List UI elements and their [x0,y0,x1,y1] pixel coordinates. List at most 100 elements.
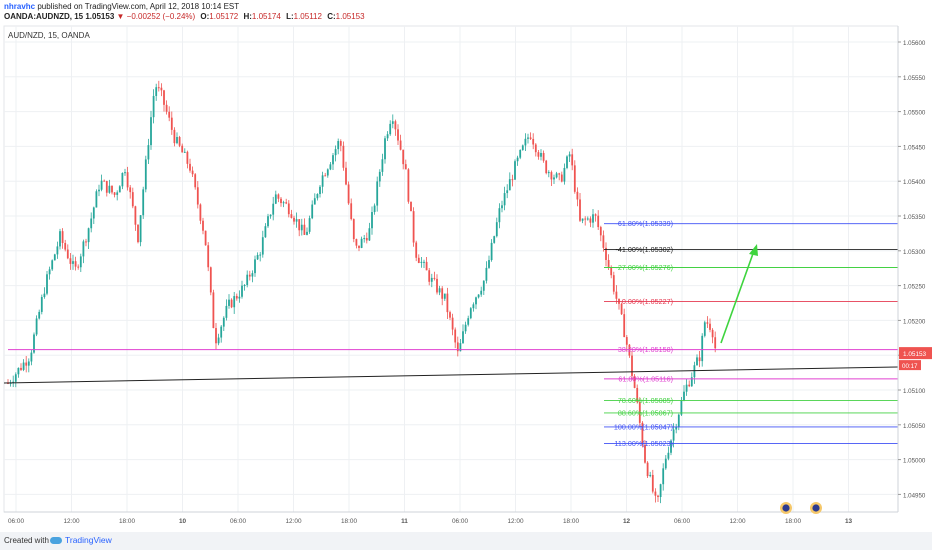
candle-body [636,387,639,402]
candle-body [560,174,563,182]
candle-body [251,273,254,277]
projection-arrow[interactable] [720,244,758,344]
candle-body [290,214,293,218]
candle-body [61,231,64,243]
candle-body [672,429,675,441]
event-flag-center [812,504,820,512]
candle-body [462,331,464,344]
candle-body [295,219,298,222]
price-tick-label: 1.05450 [903,144,926,151]
open-value: 1.05172 [209,12,239,21]
candle-body [202,220,204,231]
candle-body [553,177,555,180]
candle-body [475,297,477,305]
symbol-text: OANDA:AUDNZD, 15 [4,12,84,21]
candle-body [599,227,602,236]
candle-body [121,172,124,187]
candle-body [82,241,85,257]
candle-body [394,121,397,130]
candle-body [477,294,480,298]
candle-body [355,239,358,246]
countdown-label: 00:17 [902,363,918,370]
candle-body [243,285,246,287]
candle-body [233,296,236,308]
candle-body [74,261,77,267]
candle-body [464,324,467,332]
price-chart[interactable]: -61.80%(1.05339) -41.00%(1.05302) -27.00%(… [0,22,932,532]
candle-body [144,159,147,190]
candle-body [503,193,506,206]
candle-body [459,343,462,352]
candle-body [277,194,280,199]
candle-body [352,219,355,240]
candle-body [46,274,48,294]
candle-body [256,254,259,260]
candle-body [506,190,509,194]
candle-body [579,199,581,221]
candle-body [261,237,264,255]
candle-body [623,314,626,338]
candle-body [92,207,95,219]
candle-body [7,383,9,385]
candle-body [163,90,165,105]
candle-body [386,134,389,139]
candle-body [693,365,696,378]
candle-body [20,367,22,370]
candle-body [420,261,423,263]
candle-body [66,249,69,259]
fib-retracement[interactable]: -61.80%(1.05339) -41.00%(1.05302) -27.00%(… [8,219,898,448]
candle-body [59,231,61,247]
candle-body [134,206,137,225]
price-tick-label: 1.05200 [903,318,926,325]
candle-body [90,218,93,229]
candle-body [646,462,649,477]
candle-body [532,138,535,145]
event-flag-center [782,504,790,512]
time-tick-label: 11 [401,518,408,525]
candle-body [615,291,618,299]
fib-level-label: 0.00%(1.05227) [622,297,673,306]
trend-line[interactable] [3,366,899,384]
candle-body [108,185,111,193]
candle-body [282,202,285,204]
current-price-label: 1.05153 [903,351,927,358]
candle-body [103,180,106,182]
candle-body [176,137,178,144]
candle-body [558,173,561,175]
price-axis[interactable]: 1.05600 1.05550 1.05500 1.05450 1.05400 1.053… [897,22,932,532]
candle-body [22,362,25,370]
high-value: 1.05174 [251,12,281,21]
candle-body [157,87,160,89]
time-tick-label: 06:00 [230,518,246,525]
candle-body [25,362,28,366]
time-tick-label: 06:00 [452,518,468,525]
event-markers[interactable] [780,502,822,514]
candle-body [563,167,566,182]
candle-body [657,495,659,498]
candle-body [620,303,623,315]
close-value: 1.05153 [335,12,365,21]
candle-body [625,337,628,345]
arrow-shaft [720,247,756,344]
time-axis[interactable]: 06:00 12:00 18:00 10 06:00 12:00 18:00 11 06:00 1… [4,511,898,525]
candle-body [683,391,685,401]
candle-body [446,293,449,313]
candle-body [129,187,132,193]
candle-body [482,280,485,291]
price-tick-label: 1.05100 [903,388,926,395]
candle-body [685,384,688,392]
candle-body [714,337,717,349]
time-tick-label: 13 [845,518,853,525]
candle-body [443,293,446,299]
candle-body [537,152,540,157]
candle-body [209,267,212,293]
author-link[interactable]: nhravhc [4,2,36,11]
tradingview-logo[interactable]: TradingView [50,535,112,545]
candle-body [280,198,282,204]
candle-body [246,274,249,286]
candle-body [98,189,100,192]
candle-body [433,277,436,279]
candle-body [469,308,472,319]
time-tick-label: 12:00 [730,518,746,525]
candle-body [404,164,407,170]
